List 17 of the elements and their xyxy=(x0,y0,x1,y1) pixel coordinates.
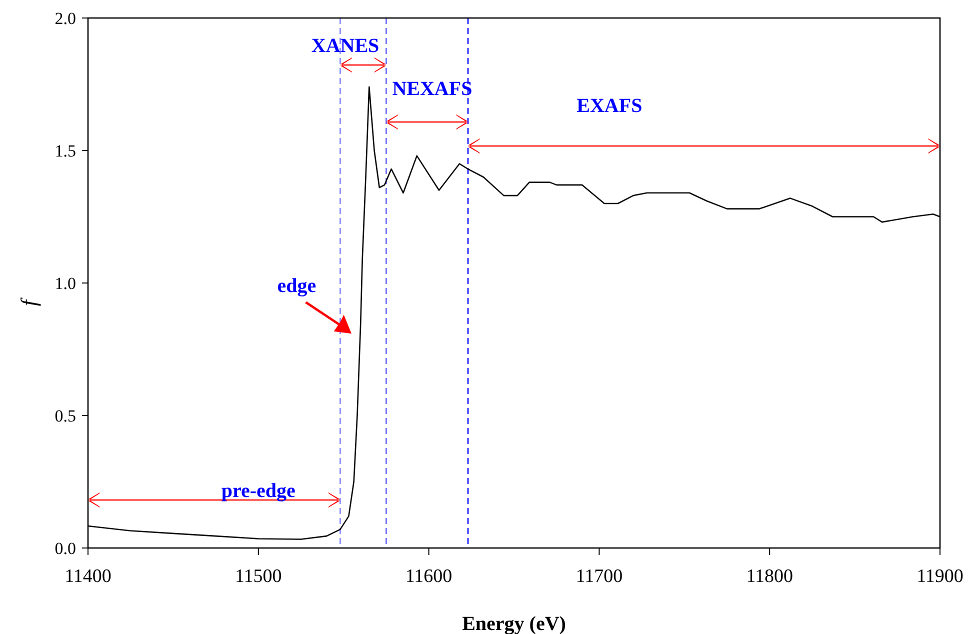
x-tick-label: 11400 xyxy=(64,566,112,587)
x-tick-label: 11700 xyxy=(576,566,623,587)
y-axis-title: f xyxy=(16,297,41,306)
x-tick-label: 11900 xyxy=(916,566,964,587)
y-tick-label: 2.0 xyxy=(54,9,76,28)
annotation: NEXAFS xyxy=(392,78,472,100)
annotation: XANES xyxy=(311,35,380,57)
y-tick-label: 1.5 xyxy=(54,142,76,160)
annotation: edge xyxy=(277,275,316,297)
y-tick-label: 1.0 xyxy=(54,274,76,293)
annotation: pre-edge xyxy=(221,480,296,502)
x-tick-label: 11600 xyxy=(405,566,452,587)
annotation: EXAFS xyxy=(576,95,642,117)
x-tick-label: 11500 xyxy=(235,566,282,587)
y-tick-label: 0.0 xyxy=(54,539,76,558)
x-tick-label: 11800 xyxy=(746,566,793,587)
y-tick-label: 0.5 xyxy=(54,406,76,426)
